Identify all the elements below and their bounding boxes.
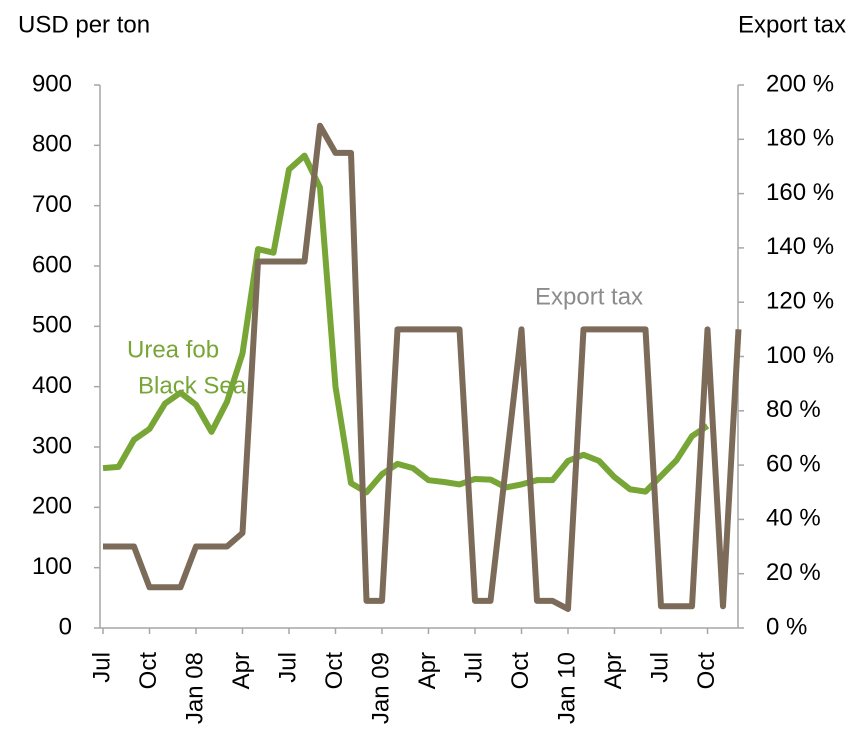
annotation: Black Sea — [138, 372, 247, 399]
y2-tick-label: 140 % — [766, 233, 834, 260]
x-tick-label: Jul — [460, 652, 487, 683]
y2-axis-label: Export tax — [738, 11, 846, 38]
x-tick-label: Apr — [228, 652, 255, 689]
y2-tick-label: 80 % — [766, 396, 821, 423]
annotation: Export tax — [535, 283, 643, 310]
y-tick-label: 500 — [32, 312, 72, 339]
y-tick-label: 0 — [59, 613, 72, 640]
x-tick-label: Oct — [693, 652, 720, 690]
y2-tick-label: 60 % — [766, 450, 821, 477]
x-tick-label: Jul — [274, 652, 301, 683]
y-tick-label: 700 — [32, 191, 72, 218]
x-tick-label: Jan 08 — [181, 652, 208, 724]
data-line — [103, 122, 742, 612]
x-tick-label: Oct — [507, 652, 534, 690]
y2-tick-label: 160 % — [766, 179, 834, 206]
y-tick-label: 900 — [32, 70, 72, 97]
x-tick-label: Jan 10 — [553, 652, 580, 724]
y2-tick-label: 180 % — [766, 125, 834, 152]
y-tick-label: 400 — [32, 372, 72, 399]
y2-tick-label: 40 % — [766, 505, 821, 532]
y2-tick-label: 20 % — [766, 559, 821, 586]
y2-tick-label: 100 % — [766, 342, 834, 369]
x-tick-label: Apr — [600, 652, 627, 689]
y2-tick-label: 120 % — [766, 288, 834, 315]
x-tick-label: Apr — [414, 652, 441, 689]
y-tick-label: 100 — [32, 553, 72, 580]
annotation: Urea fob — [127, 336, 219, 363]
data-line — [102, 152, 710, 496]
y-tick-label: 200 — [32, 493, 72, 520]
y-tick-label: 600 — [32, 251, 72, 278]
x-tick-label: Oct — [135, 652, 162, 690]
y-tick-label: 300 — [32, 432, 72, 459]
y2-tick-label: 0 % — [766, 613, 807, 640]
y-axis-label: USD per ton — [18, 11, 150, 38]
y2-tick-label: 200 % — [766, 70, 834, 97]
x-tick-label: Jul — [88, 652, 115, 683]
x-tick-label: Oct — [321, 652, 348, 690]
x-tick-label: Jul — [646, 652, 673, 683]
x-tick-label: Jan 09 — [367, 652, 394, 724]
y-tick-label: 800 — [32, 131, 72, 158]
